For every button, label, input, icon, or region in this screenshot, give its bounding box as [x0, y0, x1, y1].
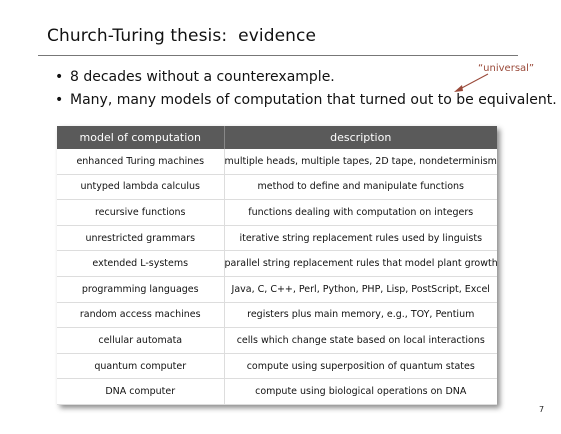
table-row: enhanced Turing machines multiple heads, … [57, 149, 497, 175]
table-row: unrestricted grammars iterative string re… [57, 225, 497, 252]
bullet-item: • 8 decades without a counterexample. [55, 66, 557, 89]
description-cell: compute using biological operations on D… [223, 378, 497, 405]
table-row: cellular automata cells which change stat… [57, 327, 497, 354]
description-cell: multiple heads, multiple tapes, 2D tape,… [223, 149, 497, 175]
universal-annotation: “universal” [478, 63, 535, 74]
description-cell: iterative string replacement rules used … [223, 225, 497, 252]
model-cell: quantum computer [57, 353, 224, 380]
table-row: untyped lambda calculus method to define … [57, 174, 497, 201]
description-cell: parallel string replacement rules that m… [223, 250, 498, 277]
model-cell: programming languages [57, 276, 224, 303]
slide-title: Church-Turing thesis: evidence [47, 26, 317, 46]
model-cell: extended L-systems [57, 250, 224, 277]
description-cell: compute using superposition of quantum s… [223, 353, 497, 380]
column-header-description: description [223, 126, 497, 149]
description-cell: method to define and manipulate function… [223, 174, 497, 201]
description-cell: functions dealing with computation on in… [223, 199, 497, 226]
table-row: random access machines registers plus mai… [57, 302, 497, 329]
table-body: enhanced Turing machines multiple heads, … [57, 149, 498, 405]
bullet-item: • Many, many models of computation that … [55, 89, 557, 112]
description-cell: registers plus main memory, e.g., TOY, P… [223, 302, 497, 329]
bullet-dot-icon: • [55, 69, 64, 85]
bullet-list: • 8 decades without a counterexample. • … [55, 66, 557, 112]
model-cell: unrestricted grammars [57, 225, 224, 252]
bullet-dot-icon: • [55, 92, 64, 108]
column-header-model: model of computation [57, 126, 224, 149]
model-cell: untyped lambda calculus [57, 174, 224, 201]
table-row: recursive functions functions dealing wit… [57, 199, 497, 226]
bullet-text: Many, many models of computation that tu… [70, 92, 557, 108]
page-number: 7 [539, 405, 545, 414]
model-cell: random access machines [57, 302, 224, 329]
description-cell: Java, C, C++, Perl, Python, PHP, Lisp, P… [223, 276, 497, 303]
model-cell: enhanced Turing machines [57, 149, 224, 175]
table-row: quantum computer compute using superposit… [57, 353, 497, 380]
table-row: extended L-systems parallel string replac… [57, 250, 498, 277]
model-cell: recursive functions [57, 199, 224, 226]
model-cell: DNA computer [57, 378, 224, 405]
title-divider [38, 55, 518, 56]
models-table: model of computation description enhance… [57, 126, 498, 405]
description-cell: cells which change state based on local … [223, 327, 497, 354]
annotation-arrow-icon [454, 73, 489, 92]
bullet-text: 8 decades without a counterexample. [70, 69, 335, 85]
model-cell: cellular automata [57, 327, 224, 354]
table-row: DNA computer compute using biological ope… [57, 378, 497, 405]
models-table-container: model of computation description enhance… [57, 126, 498, 405]
table-header-row: model of computation description [57, 126, 497, 149]
table-row: programming languages Java, C, C++, Perl,… [57, 276, 497, 303]
